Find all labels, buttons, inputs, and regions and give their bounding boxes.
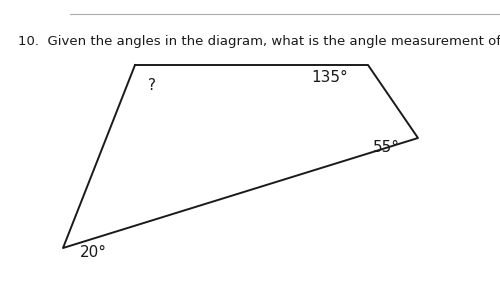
Text: 55°: 55° xyxy=(373,140,400,155)
Text: ?: ? xyxy=(148,78,156,93)
Text: 20°: 20° xyxy=(80,245,107,260)
Text: 135°: 135° xyxy=(311,70,348,85)
Text: 10.  Given the angles in the diagram, what is the angle measurement of the missi: 10. Given the angles in the diagram, wha… xyxy=(18,35,500,48)
